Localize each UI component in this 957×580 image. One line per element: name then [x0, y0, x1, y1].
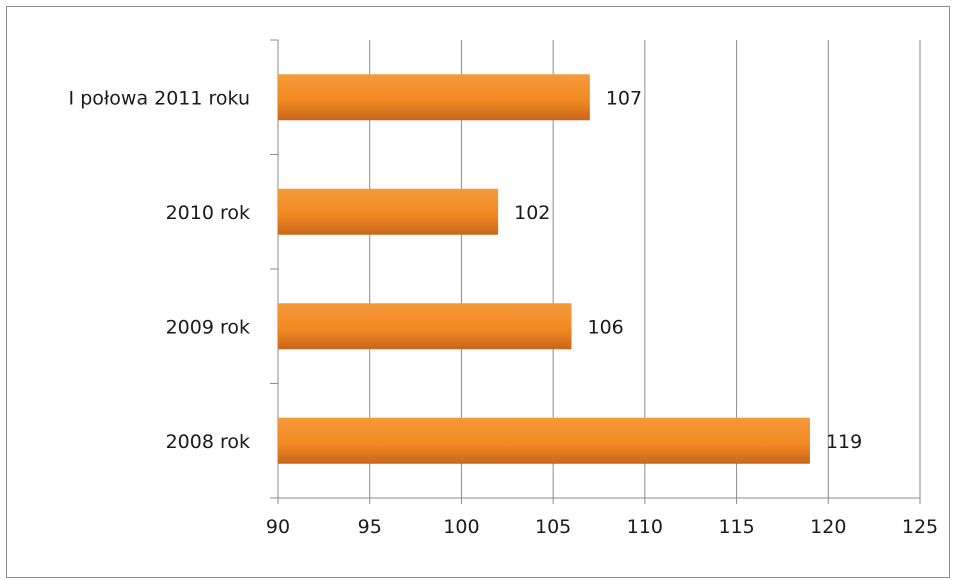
x-tick-label: 90: [266, 516, 290, 538]
x-tick-label: 105: [535, 516, 571, 538]
labels: 90 95 100 105 110 115 120 125 I połowa 2011 roku…: [69, 87, 939, 538]
bar: [278, 417, 810, 464]
data-label: 102: [514, 202, 550, 224]
category-label: 2010 rok: [166, 202, 250, 224]
bar: [278, 303, 572, 350]
category-label: 2009 rok: [166, 316, 250, 338]
bar: [278, 188, 499, 235]
x-tick-label: 115: [718, 516, 754, 538]
data-label: 119: [826, 431, 862, 453]
bar: [278, 74, 590, 121]
x-tick-label: 110: [627, 516, 663, 538]
x-tick-label: 125: [902, 516, 938, 538]
x-tick-label: 95: [358, 516, 382, 538]
category-label: I połowa 2011 roku: [69, 87, 250, 109]
data-label: 107: [606, 87, 642, 109]
category-label: 2008 rok: [166, 431, 250, 453]
x-tick-label: 120: [810, 516, 846, 538]
data-label: 106: [587, 316, 623, 338]
bars: [278, 74, 810, 464]
x-tick-label: 100: [443, 516, 479, 538]
